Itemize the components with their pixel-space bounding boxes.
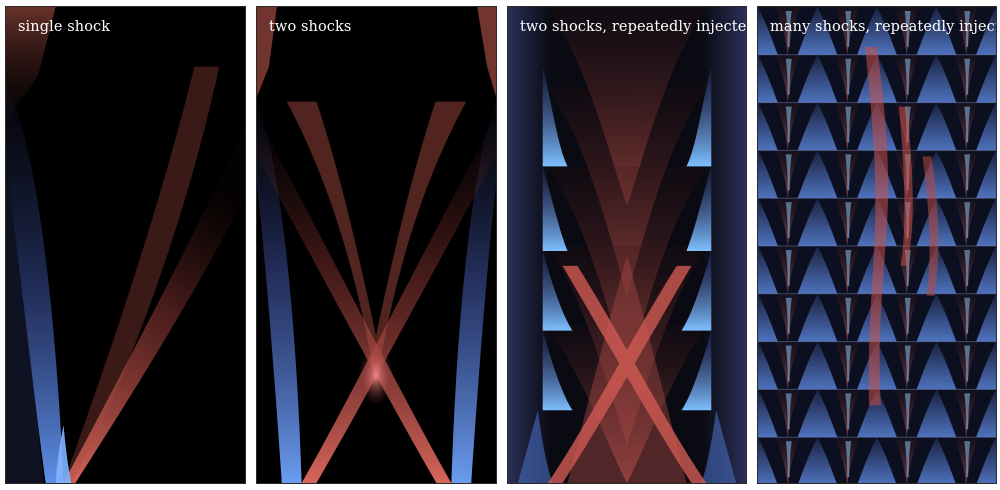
panel-two-shocks-repeated: two shocks, repeatedly injected: [507, 6, 747, 484]
many-shocks-repeated-figure: [758, 7, 996, 483]
top-left-wedge: [257, 7, 277, 97]
crossing-glow: [358, 345, 394, 406]
left-blue-cusps: [517, 66, 573, 483]
lower-red-x: [547, 265, 707, 483]
red-lattice: [547, 7, 707, 483]
two-shocks-figure: [257, 7, 496, 483]
top-red-wedge: [6, 7, 56, 122]
panel-label: many shocks, repeatedly injected: [770, 19, 997, 35]
red-fan-inner: [63, 66, 220, 483]
blue-glow: [55, 425, 72, 483]
blue-fan: [6, 86, 64, 483]
panel-label: two shocks, repeatedly injected: [520, 19, 747, 35]
left-blue-fan: [257, 101, 302, 483]
panel-two-shocks: two shocks: [256, 6, 497, 484]
two-shocks-repeated-figure: [508, 7, 746, 483]
panel-many-shocks-repeated: many shocks, repeatedly injected: [757, 6, 997, 484]
right-blue-cusps: [681, 66, 737, 483]
right-blue-fan: [451, 101, 496, 483]
panel-label: single shock: [18, 19, 111, 35]
red-v-upper: [286, 101, 467, 386]
red-vertical-bands: [865, 46, 939, 406]
panel-label: two shocks: [269, 19, 352, 35]
top-right-wedge: [477, 7, 496, 97]
panel-single-shock: single shock: [5, 6, 246, 484]
red-x-left: [301, 116, 496, 483]
blue-fan-faint: [6, 166, 44, 483]
single-shock-figure: [6, 7, 245, 483]
red-x-right: [257, 116, 452, 483]
